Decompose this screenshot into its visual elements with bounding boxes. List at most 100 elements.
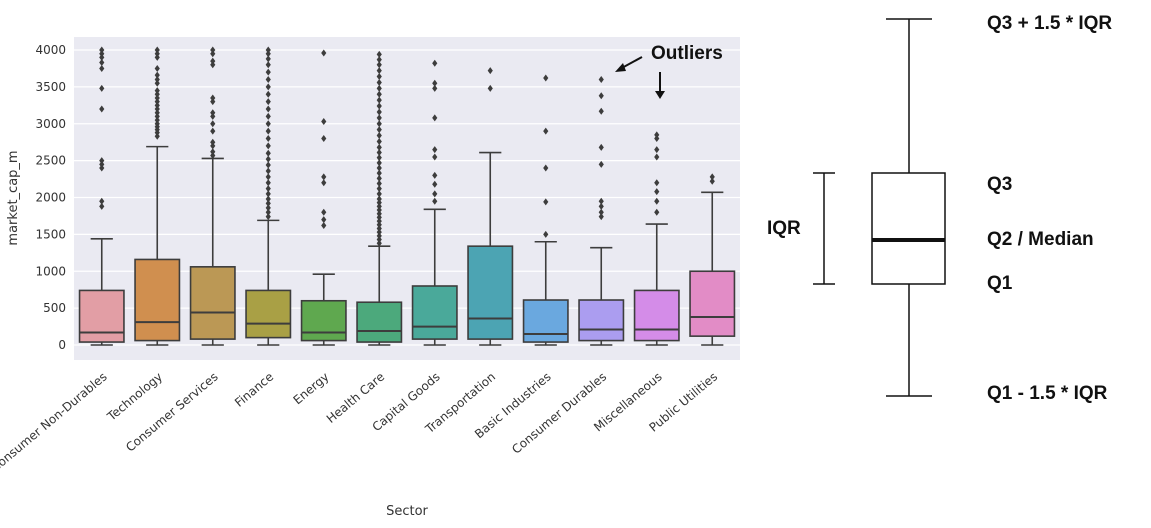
outlier-point <box>265 50 271 58</box>
label-iqr: IQR <box>767 218 801 239</box>
outlier-point <box>321 118 327 126</box>
outlier-point <box>265 213 271 221</box>
outlier-point <box>376 78 382 86</box>
outlier-point <box>376 143 382 151</box>
box-transportation <box>467 67 514 346</box>
x-tick-label: Consumer Non-Durables <box>0 370 110 475</box>
outlier-point <box>265 179 271 187</box>
outlier-point <box>321 179 327 187</box>
y-tick-label: 3000 <box>35 117 66 131</box>
box-public-utilities <box>689 173 736 346</box>
outlier-point <box>210 142 216 150</box>
outlier-point <box>265 167 271 175</box>
outlier-point <box>376 96 382 104</box>
iqr-box <box>871 172 946 285</box>
box-health-care <box>356 50 403 346</box>
outlier-point <box>154 76 160 83</box>
outlier-point <box>543 127 549 135</box>
outlier-point <box>598 213 604 221</box>
iqr-box <box>467 245 514 340</box>
outlier-point <box>376 195 382 203</box>
outlier-point <box>432 84 438 92</box>
outlier-point <box>265 127 271 135</box>
outlier-point <box>376 202 382 210</box>
outlier-point <box>321 135 327 142</box>
outlier-point <box>376 114 382 122</box>
iqr-box <box>300 299 347 342</box>
outlier-point <box>598 107 604 115</box>
outlier-point <box>210 151 216 159</box>
outlier-point <box>376 132 382 140</box>
outlier-point <box>432 146 438 154</box>
outlier-point <box>99 53 105 61</box>
iqr-box <box>134 258 181 342</box>
x-tick-label: Energy <box>290 370 331 408</box>
outlier-point <box>265 68 271 76</box>
box-consumer-durables <box>578 76 625 346</box>
outlier-point <box>376 164 382 172</box>
box-technology <box>134 46 181 346</box>
outlier-point <box>210 94 216 102</box>
y-tick-label: 500 <box>43 301 66 315</box>
label-lower-fence: Q1 - 1.5 * IQR <box>987 383 1108 404</box>
outlier-point <box>210 138 216 146</box>
outlier-point <box>265 98 271 106</box>
outlier-point <box>154 90 160 98</box>
outlier-point <box>654 179 660 187</box>
outlier-point <box>598 202 604 210</box>
outlier-point <box>99 202 105 210</box>
outlier-point <box>265 55 271 63</box>
outlier-point <box>376 159 382 167</box>
outlier-point <box>321 208 327 216</box>
outlier-point <box>265 155 271 163</box>
outlier-point <box>210 61 216 69</box>
outlier-point <box>598 76 604 83</box>
outlier-point <box>654 197 660 205</box>
outlier-point <box>154 98 160 106</box>
outlier-point <box>210 112 216 120</box>
outlier-point <box>432 197 438 205</box>
outlier-point <box>376 239 382 247</box>
y-axis-ticks: 0 500 1000 1500 2000 2500 3000 3500 4000 <box>35 43 66 352</box>
outlier-point <box>265 208 271 216</box>
outlier-point <box>376 174 382 182</box>
outlier-point <box>321 49 327 57</box>
box-consumer-non-durables <box>78 46 125 346</box>
box-basic-industries <box>522 74 569 346</box>
iqr-box <box>522 299 569 343</box>
outlier-point <box>154 79 160 87</box>
outlier-point <box>154 112 160 120</box>
outlier-point <box>265 120 271 128</box>
outlier-point <box>376 169 382 177</box>
outlier-point <box>376 236 382 244</box>
x-axis-ticks: Consumer Non-DurablesTechnologyConsumer … <box>0 370 720 475</box>
y-tick-label: 3500 <box>35 80 66 94</box>
x-tick-label: Finance <box>232 370 276 410</box>
iqr-box <box>689 270 736 337</box>
outlier-point <box>376 108 382 116</box>
outlier-point <box>654 146 660 154</box>
outlier-point <box>265 112 271 120</box>
outlier-point <box>265 199 271 207</box>
outlier-point <box>543 164 549 172</box>
outlier-point <box>376 213 382 221</box>
outlier-point <box>654 188 660 196</box>
outlier-point <box>376 210 382 218</box>
outlier-point <box>210 50 216 58</box>
outlier-point <box>598 197 604 205</box>
outliers-annotation: Outliers <box>651 43 723 64</box>
iqr-box <box>245 289 292 339</box>
outlier-point <box>376 228 382 236</box>
outlier-point <box>99 157 105 165</box>
outlier-point <box>99 164 105 172</box>
outlier-point <box>654 135 660 142</box>
outlier-point <box>265 90 271 98</box>
outliers-arrowhead-down <box>655 91 665 99</box>
outlier-point <box>99 64 105 72</box>
y-tick-label: 0 <box>58 338 66 352</box>
outlier-point <box>99 46 105 54</box>
outlier-point <box>154 101 160 109</box>
box-finance <box>245 46 292 346</box>
y-tick-label: 2000 <box>35 191 66 205</box>
outlier-point <box>265 195 271 203</box>
